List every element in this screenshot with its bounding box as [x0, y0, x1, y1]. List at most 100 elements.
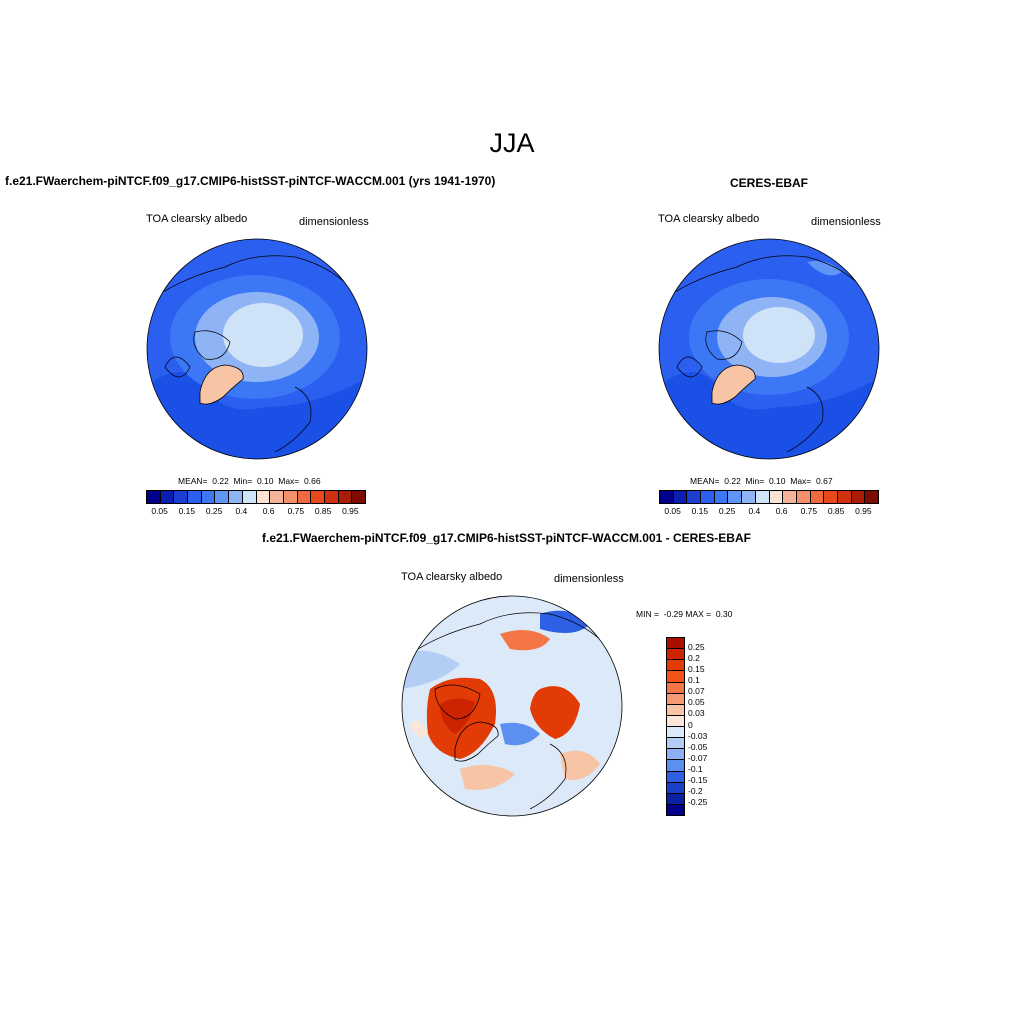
- colorbar-tick-label: 0.25: [688, 642, 705, 653]
- panel2-title: CERES-EBAF: [730, 176, 809, 190]
- panel2-polar-map: [658, 238, 880, 460]
- colorbar-swatch: [338, 491, 353, 503]
- panel3-colorbar-labels: 0.25 0.2 0.15 0.1 0.07 0.05 0.03 0 -0.03 -0.05 -0.…: [688, 637, 728, 814]
- colorbar-swatch: [714, 491, 729, 503]
- panel2-max-label: Max=: [790, 476, 812, 486]
- colorbar-swatch: [687, 491, 702, 503]
- panel1-max-value: 0.66: [304, 476, 321, 486]
- panel2-colorbar-labels: 0.05 0.15 0.25 0.4 0.6 0.75 0.85 0.95: [659, 506, 877, 518]
- colorbar-tick-label: 0.4: [235, 506, 248, 516]
- panel2-max-value: 0.67: [816, 476, 833, 486]
- colorbar-swatch: [667, 682, 684, 694]
- colorbar-swatch: [667, 704, 684, 716]
- colorbar-swatch: [755, 491, 770, 503]
- colorbar-swatch: [667, 693, 684, 705]
- panel2-min-label: Min=: [745, 476, 765, 486]
- panel3-min-label: MIN =: [636, 609, 659, 619]
- colorbar-swatch: [742, 491, 756, 503]
- colorbar-tick-label: 0.75: [800, 506, 818, 516]
- colorbar-swatch: [311, 491, 325, 503]
- panel2-min-value: 0.10: [768, 476, 786, 486]
- colorbar-swatch: [667, 738, 684, 750]
- colorbar-swatch: [229, 491, 243, 503]
- colorbar-tick-label: 0.15: [691, 506, 709, 516]
- colorbar-swatch: [851, 491, 866, 503]
- colorbar-swatch: [160, 491, 175, 503]
- colorbar-swatch: [701, 491, 715, 503]
- panel1-colorbar: [146, 490, 366, 504]
- panel3-polar-map: [401, 595, 623, 817]
- colorbar-tick-label: 0.6: [262, 506, 275, 516]
- panel2-stats: MEAN= 0.22 Min= 0.10 Max= 0.67: [690, 476, 833, 486]
- colorbar-tick-label: 0.85: [827, 506, 845, 516]
- colorbar-swatch: [667, 782, 684, 794]
- colorbar-tick-label: -0.25: [688, 796, 708, 807]
- panel2-mean-value: 0.22: [724, 476, 741, 486]
- colorbar-swatch: [667, 804, 684, 815]
- colorbar-swatch: [352, 491, 365, 503]
- colorbar-swatch: [667, 793, 684, 805]
- colorbar-swatch: [242, 491, 257, 503]
- colorbar-tick-label: 0.15: [178, 506, 196, 516]
- colorbar-swatch: [667, 749, 684, 761]
- colorbar-swatch: [660, 491, 674, 503]
- colorbar-tick-label: 0.25: [205, 506, 223, 516]
- panel3-max-label: MAX =: [685, 609, 712, 619]
- colorbar-tick-label: 0.25: [718, 506, 736, 516]
- panel3-variable: TOA clearsky albedo: [401, 571, 503, 583]
- colorbar-tick-label: 0.4: [748, 506, 761, 516]
- colorbar-tick-label: 0.95: [855, 506, 872, 516]
- colorbar-tick-label: 0.95: [342, 506, 359, 516]
- panel3-max-value: 0.30: [715, 609, 733, 619]
- panel1-mean-label: MEAN=: [178, 476, 208, 486]
- figure-title: JJA: [489, 128, 535, 158]
- panel2-mean-label: MEAN=: [690, 476, 720, 486]
- colorbar-swatch: [783, 491, 797, 503]
- panel3-units: dimensionless: [554, 573, 624, 585]
- colorbar-swatch: [673, 491, 688, 503]
- colorbar-swatch: [324, 491, 339, 503]
- colorbar-tick-label: 0: [688, 719, 693, 730]
- panel3-min-value: -0.29: [663, 609, 684, 619]
- colorbar-swatch: [270, 491, 284, 503]
- colorbar-swatch: [837, 491, 852, 503]
- panel1-stats: MEAN= 0.22 Min= 0.10 Max= 0.66: [178, 476, 321, 486]
- panel1-variable: TOA clearsky albedo: [146, 213, 248, 225]
- colorbar-tick-label: -0.15: [688, 774, 708, 785]
- colorbar-swatch: [283, 491, 298, 503]
- colorbar-swatch: [147, 491, 161, 503]
- colorbar-tick-label: 0.85: [314, 506, 332, 516]
- panel2-variable: TOA clearsky albedo: [658, 213, 760, 225]
- colorbar-swatch: [728, 491, 743, 503]
- panel1-units: dimensionless: [299, 216, 369, 228]
- colorbar-swatch: [824, 491, 838, 503]
- panel1-colorbar-labels: 0.05 0.15 0.25 0.4 0.6 0.75 0.85 0.95: [146, 506, 364, 518]
- panel1-mean-value: 0.22: [212, 476, 229, 486]
- colorbar-tick-label: 0.05: [664, 506, 681, 516]
- colorbar-swatch: [667, 671, 684, 683]
- colorbar-swatch: [810, 491, 825, 503]
- colorbar-swatch: [667, 660, 684, 672]
- colorbar-swatch: [667, 638, 684, 650]
- panel1-title: f.e21.FWaerchem-piNTCF.f09_g17.CMIP6-his…: [5, 174, 496, 188]
- colorbar-swatch: [188, 491, 202, 503]
- panel1-polar-map: [146, 238, 368, 460]
- colorbar-tick-label: -0.2: [688, 785, 703, 796]
- colorbar-swatch: [667, 771, 684, 783]
- colorbar-swatch: [796, 491, 811, 503]
- panel1-max-label: Max=: [278, 476, 300, 486]
- panel3-colorbar: [666, 637, 685, 816]
- colorbar-swatch: [256, 491, 271, 503]
- colorbar-swatch: [174, 491, 189, 503]
- colorbar-swatch: [865, 491, 878, 503]
- colorbar-tick-label: -0.07: [688, 752, 708, 763]
- colorbar-tick-label: -0.03: [688, 730, 708, 741]
- colorbar-tick-label: 0.2: [688, 653, 700, 664]
- colorbar-tick-label: 0.07: [688, 686, 705, 697]
- colorbar-tick-label: 0.05: [151, 506, 168, 516]
- colorbar-swatch: [667, 649, 684, 661]
- panel2-units: dimensionless: [811, 216, 881, 228]
- colorbar-swatch: [667, 715, 684, 727]
- colorbar-swatch: [215, 491, 230, 503]
- colorbar-swatch: [201, 491, 216, 503]
